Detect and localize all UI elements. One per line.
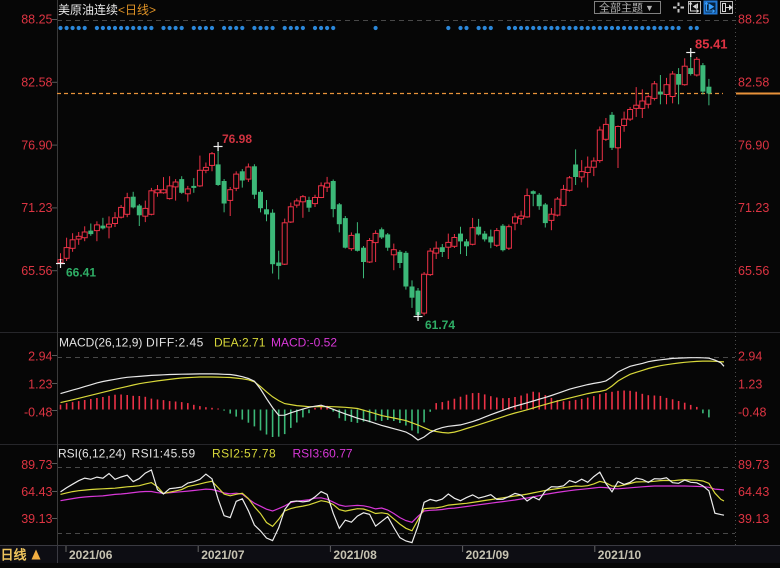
svg-text:-0.48: -0.48 [24, 406, 53, 420]
svg-text:2021/07: 2021/07 [201, 548, 245, 562]
svg-text:1.23: 1.23 [738, 378, 762, 392]
svg-text:1.23: 1.23 [28, 378, 52, 392]
svg-text:2021/10: 2021/10 [598, 548, 642, 562]
svg-text:RSI1:45.59: RSI1:45.59 [132, 447, 196, 461]
svg-text:82.58: 82.58 [738, 76, 769, 90]
svg-text:▼: ▼ [645, 3, 654, 13]
svg-text:RSI2:57.78: RSI2:57.78 [212, 447, 276, 461]
svg-text:89.73: 89.73 [21, 458, 52, 472]
svg-text:MACD(26,12,9): MACD(26,12,9) [59, 336, 142, 350]
svg-text:89.73: 89.73 [738, 458, 769, 472]
svg-text:71.23: 71.23 [738, 201, 769, 215]
svg-text:2.94: 2.94 [28, 350, 52, 364]
svg-text:65.56: 65.56 [738, 264, 769, 278]
svg-text:MACD:-0.52: MACD:-0.52 [271, 336, 337, 350]
svg-text:美原油连续<日线>: 美原油连续<日线> [58, 2, 156, 17]
svg-text:85.41: 85.41 [695, 37, 728, 52]
svg-text:65.56: 65.56 [21, 264, 52, 278]
svg-text:全部主题: 全部主题 [599, 1, 643, 15]
svg-text:64.43: 64.43 [21, 485, 52, 499]
svg-text:66.41: 66.41 [66, 266, 96, 280]
svg-text:82.58: 82.58 [21, 76, 52, 90]
svg-text:2.94: 2.94 [738, 350, 762, 364]
svg-text:RSI3:60.77: RSI3:60.77 [293, 447, 353, 461]
svg-text:64.43: 64.43 [738, 485, 769, 499]
svg-text:日线: 日线 [1, 548, 27, 563]
svg-text:DIFF:2.45: DIFF:2.45 [146, 336, 204, 350]
svg-text:2021/06: 2021/06 [69, 548, 113, 562]
svg-text:88.25: 88.25 [21, 13, 52, 27]
svg-text:76.98: 76.98 [222, 132, 252, 146]
svg-text:DEA:2.71: DEA:2.71 [214, 336, 266, 350]
svg-text:RSI(6,12,24): RSI(6,12,24) [58, 447, 126, 461]
svg-text:76.90: 76.90 [21, 138, 52, 152]
svg-text:88.25: 88.25 [738, 13, 769, 27]
svg-text:76.90: 76.90 [738, 138, 769, 152]
svg-text:2021/08: 2021/08 [333, 548, 377, 562]
svg-text:39.13: 39.13 [738, 512, 769, 526]
svg-text:39.13: 39.13 [21, 512, 52, 526]
svg-text:61.74: 61.74 [425, 318, 455, 332]
svg-text:71.23: 71.23 [21, 201, 52, 215]
svg-text:-0.48: -0.48 [738, 406, 767, 420]
svg-text:2021/09: 2021/09 [466, 548, 510, 562]
